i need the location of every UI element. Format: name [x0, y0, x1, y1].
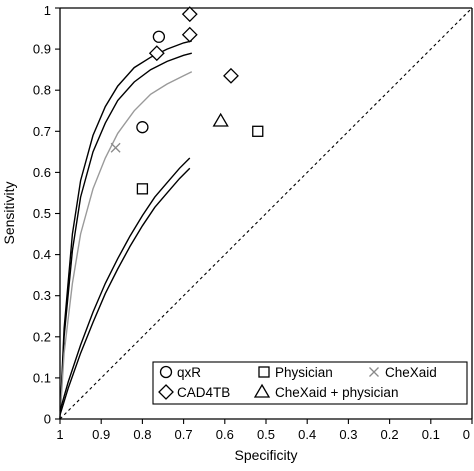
legend-symbol-triangle	[253, 383, 271, 398]
legend-symbol-circle	[159, 365, 173, 379]
y-tick-label: 1	[44, 3, 51, 18]
x-tick-label: 0	[463, 427, 470, 442]
diagonal-reference	[59, 7, 473, 420]
y-tick-label: 0.6	[33, 165, 51, 180]
legend-label: qxR	[177, 365, 201, 380]
data-points	[110, 6, 264, 195]
y-tick-label: 0.9	[33, 42, 51, 57]
x-tick-label: 0.2	[381, 427, 399, 442]
legend-label: CheXaid	[385, 365, 437, 380]
legend-symbol-square	[258, 366, 270, 378]
legend-label: CAD4TB	[177, 385, 230, 400]
legend-label: CheXaid + physician	[275, 385, 398, 400]
y-tick-label: 0.4	[33, 247, 51, 262]
x-tick-label: 0.4	[298, 427, 316, 442]
legend-symbol-diamond	[158, 384, 174, 400]
y-tick-label: 0.7	[33, 124, 51, 139]
x-tick-label: 0.6	[216, 427, 234, 442]
legend-box	[152, 361, 468, 405]
y-tick-label: 0.5	[33, 206, 51, 221]
data-point-diamond	[223, 67, 239, 84]
data-point-circle	[152, 30, 166, 43]
x-tick-label: 1	[56, 427, 63, 442]
data-point-diamond	[181, 6, 198, 23]
y-tick-label: 0.8	[33, 83, 51, 98]
data-point-x	[110, 142, 121, 153]
legend: qxR Physician CheXaid CAD4TB CheXaid + physi…	[152, 361, 468, 405]
roc-curve-3	[59, 71, 193, 420]
roc-curve-2	[59, 52, 192, 420]
x-ticks: 1 0.9 0.8 0.7 0.6 0.5 0.4 0.3 0.2 0.1 0	[56, 419, 473, 442]
x-tick-label: 0.5	[257, 427, 275, 442]
legend-symbol-x	[369, 367, 379, 377]
x-tick-label: 0.9	[92, 427, 110, 442]
roc-curve-5	[59, 167, 191, 416]
x-tick-label: 0.1	[422, 427, 440, 442]
data-point-circle	[136, 121, 149, 134]
data-point-triangle	[212, 112, 229, 127]
y-tick-label: 0	[44, 412, 51, 427]
roc-curves	[59, 40, 193, 420]
x-tick-label: 0.8	[133, 427, 151, 442]
x-tick-label: 0.7	[175, 427, 193, 442]
x-axis-title: Specificity	[234, 447, 297, 463]
y-tick-label: 0.3	[33, 288, 51, 303]
data-point-square	[136, 183, 149, 195]
x-tick-label: 0.3	[339, 427, 357, 442]
y-tick-label: 0.1	[33, 370, 51, 385]
roc-curve-1	[59, 40, 192, 420]
y-ticks: 0 0.1 0.2 0.3 0.4 0.5 0.6 0.7 0.8 0.9 1	[33, 3, 60, 427]
data-point-square	[252, 125, 264, 137]
data-point-diamond	[148, 45, 165, 62]
y-axis-title: Sensitivity	[1, 181, 17, 244]
diagonal-line	[59, 7, 473, 420]
legend-label: Physician	[275, 365, 333, 380]
y-tick-label: 0.2	[33, 329, 51, 344]
roc-curve-4	[59, 157, 191, 411]
data-point-diamond	[181, 26, 198, 43]
